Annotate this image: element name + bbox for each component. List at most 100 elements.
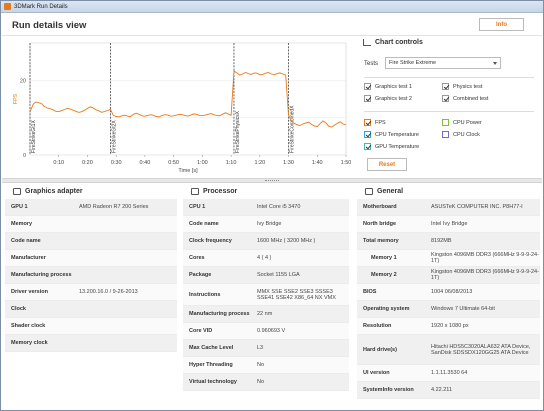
row-value bbox=[75, 267, 177, 283]
row-key: Cores bbox=[189, 255, 205, 261]
table-row: Motherboard ASUSTeK COMPUTER INC. P8H77-I bbox=[357, 199, 540, 216]
graphics-rows: GPU 1 AMD Radeon R7 200 Series Memory Code … bbox=[5, 199, 177, 352]
table-row: North bridge Intel Ivy Bridge bbox=[357, 216, 540, 233]
checkbox-gpu-temperature[interactable]: GPU Temperature bbox=[364, 143, 419, 150]
table-row: Code name bbox=[5, 233, 177, 250]
checkbox-icon bbox=[364, 131, 371, 138]
panel-title: General bbox=[357, 184, 540, 198]
table-row: Clock frequency 1600 MHz ( 3200 MHz ) bbox=[183, 233, 349, 250]
row-value: 8192MB bbox=[431, 238, 452, 244]
row-value: AMD Radeon R7 200 Series bbox=[79, 204, 149, 210]
title-bar: 3DMark Run Details bbox=[1, 1, 543, 13]
table-row: Memory clock bbox=[5, 335, 177, 352]
row-key: Operating system bbox=[363, 306, 410, 312]
table-row: Driver version 13.200.16.0 / 9-26-2013 bbox=[5, 284, 177, 301]
table-row: Max Cache Level L3 bbox=[183, 340, 349, 357]
monitor-icon bbox=[13, 187, 21, 195]
table-row: Memory 2 Kingston 4096MB DDR3 (666MHz 9-9… bbox=[357, 267, 540, 284]
divider bbox=[364, 111, 534, 112]
graphics-adapter-panel: Graphics adapter GPU 1 AMD Radeon R7 200 … bbox=[5, 184, 177, 409]
table-row: Core VID 0.960693 V bbox=[183, 323, 349, 340]
chart-controls-title: Chart controls bbox=[363, 39, 423, 46]
checkbox-cpu-clock[interactable]: CPU Clock bbox=[442, 131, 480, 138]
checkbox-cpu-power[interactable]: CPU Power bbox=[442, 119, 482, 126]
y-axis-label: FPS bbox=[13, 93, 19, 104]
x-tick-label: 1:50 bbox=[341, 160, 352, 166]
table-row: Virtual technology No bbox=[183, 374, 349, 391]
row-key: Total memory bbox=[363, 238, 399, 244]
row-key: Clock bbox=[11, 306, 26, 312]
row-value: Hitachi HDS5C3020ALA632 ATA Device, SanD… bbox=[431, 343, 531, 356]
table-row: Memory 1 Kingston 4096MB DDR3 (666MHz 9-9… bbox=[357, 250, 540, 267]
row-value: Ivy Bridge bbox=[257, 221, 282, 227]
table-row: GPU 1 AMD Radeon R7 200 Series bbox=[5, 199, 177, 216]
row-key: Hyper Threading bbox=[189, 362, 233, 368]
checkbox-icon bbox=[442, 95, 449, 102]
test-marker-label: FireStrikePhysicsX bbox=[235, 110, 241, 153]
general-rows: Motherboard ASUSTeK COMPUTER INC. P8H77-I… bbox=[357, 199, 540, 399]
processor-rows: CPU 1 Intel Core i5 3470 Code name Ivy Brid… bbox=[183, 199, 349, 391]
x-tick-label: 0:40 bbox=[140, 160, 151, 166]
checkbox-fps[interactable]: FPS bbox=[364, 119, 386, 126]
row-value: MMX SSE SSE2 SSE3 SSSE3 SSE41 SSE42 X86_… bbox=[257, 288, 336, 301]
row-value: ASUSTeK COMPUTER INC. P8H77-I bbox=[431, 204, 523, 210]
row-value bbox=[75, 233, 177, 249]
table-row: Operating system Windows 7 Ultimate 64-bi… bbox=[357, 301, 540, 318]
window-title: 3DMark Run Details bbox=[14, 3, 68, 10]
checkbox-graphics-test-2[interactable]: Graphics test 2 bbox=[364, 95, 412, 102]
checkbox-graphics-test-1[interactable]: Graphics test 1 bbox=[364, 83, 412, 90]
page-title: Run details view bbox=[12, 20, 87, 31]
table-row: UI version 1.1.11.3530 64 bbox=[357, 365, 540, 382]
test-marker-label: FireStrikeGt1X bbox=[31, 120, 37, 153]
table-row: Resolution 1920 x 1080 px bbox=[357, 318, 540, 335]
reset-button[interactable]: Reset bbox=[367, 158, 407, 171]
fps-chart[interactable]: 20 0 FPS 0:10 0:20 0:30 0:40 0:50 1:00 1:10 1:20 1:… bbox=[8, 37, 352, 178]
x-tick-label: 0:10 bbox=[53, 160, 64, 166]
row-value bbox=[75, 335, 177, 351]
info-button[interactable]: Info bbox=[479, 18, 524, 31]
row-key: Resolution bbox=[363, 323, 392, 329]
splitter-handle[interactable] bbox=[2, 178, 542, 183]
tests-dropdown-value: Fire Strike Extreme bbox=[389, 60, 437, 66]
plot-area bbox=[29, 42, 347, 156]
checkbox-cpu-temperature[interactable]: CPU Temperature bbox=[364, 131, 419, 138]
test-marker-label: FireStrikeCombinedX bbox=[290, 105, 296, 153]
row-key: SystemInfo version bbox=[363, 387, 414, 393]
checkbox-icon bbox=[364, 143, 371, 150]
general-panel: General Motherboard ASUSTeK COMPUTER INC.… bbox=[357, 184, 540, 409]
row-value: Kingston 4096MB DDR3 (666MHz 9-9-9-24-1T… bbox=[431, 252, 539, 264]
x-axis-label: Time [s] bbox=[178, 168, 198, 174]
row-value: Windows 7 Ultimate 64-bit bbox=[431, 306, 495, 312]
divider bbox=[364, 77, 534, 78]
row-key: Manufacturing process bbox=[189, 311, 250, 317]
row-key: UI version bbox=[363, 370, 390, 376]
table-row: Memory bbox=[5, 216, 177, 233]
checkbox-icon bbox=[442, 83, 449, 90]
table-row: Manufacturing process 22 nm bbox=[183, 306, 349, 323]
table-row: Total memory 8192MB bbox=[357, 233, 540, 250]
tests-dropdown[interactable]: Fire Strike Extreme bbox=[385, 57, 501, 69]
checkbox-icon bbox=[442, 131, 449, 138]
row-value bbox=[75, 250, 177, 266]
table-row: Instructions MMX SSE SSE2 SSE3 SSSE3 SSE4… bbox=[183, 284, 349, 306]
table-row: CPU 1 Intel Core i5 3470 bbox=[183, 199, 349, 216]
table-row: SystemInfo version 4.22.211 bbox=[357, 382, 540, 399]
row-value: 4 ( 4 ) bbox=[257, 255, 272, 261]
row-key: Driver version bbox=[11, 289, 48, 295]
row-key: Motherboard bbox=[363, 204, 397, 210]
row-value: 0.960693 V bbox=[257, 328, 286, 334]
row-value bbox=[75, 216, 177, 232]
y-tick-label: 20 bbox=[20, 78, 26, 84]
table-row: Package Socket 1155 LGA bbox=[183, 267, 349, 284]
details-section: Graphics adapter GPU 1 AMD Radeon R7 200 … bbox=[2, 184, 542, 409]
processor-panel: Processor CPU 1 Intel Core i5 3470 Code na… bbox=[183, 184, 349, 409]
chart-icon bbox=[363, 39, 371, 46]
table-row: Manufacturer bbox=[5, 250, 177, 267]
table-row: Shader clock bbox=[5, 318, 177, 335]
row-value: No bbox=[257, 362, 265, 368]
checkbox-combined-test[interactable]: Combined test bbox=[442, 95, 488, 102]
row-value: Intel Ivy Bridge bbox=[431, 221, 468, 227]
checkbox-icon bbox=[442, 119, 449, 126]
checkbox-physics-test[interactable]: Physics test bbox=[442, 83, 482, 90]
